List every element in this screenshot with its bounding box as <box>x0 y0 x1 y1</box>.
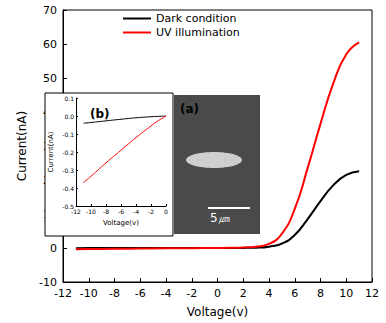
svg-text:0.1: 0.1 <box>64 95 74 102</box>
svg-text:-4: -4 <box>161 287 172 300</box>
svg-text:50: 50 <box>43 72 57 85</box>
svg-text:Current(nA): Current(nA) <box>47 131 55 172</box>
svg-text:0.0: 0.0 <box>64 113 74 120</box>
svg-text:60: 60 <box>43 38 57 51</box>
svg-text:10: 10 <box>339 287 353 300</box>
svg-text:-10: -10 <box>80 287 98 300</box>
svg-text:70: 70 <box>43 4 57 17</box>
svg-text:-6: -6 <box>135 287 146 300</box>
svg-text:0: 0 <box>164 208 168 215</box>
svg-text:-6: -6 <box>118 208 124 215</box>
svg-text:(b): (b) <box>90 107 110 121</box>
svg-text:(a): (a) <box>180 102 199 116</box>
svg-text:Current(nA): Current(nA) <box>15 111 29 181</box>
svg-text:-0.3: -0.3 <box>62 167 74 174</box>
svg-text:-12: -12 <box>54 287 72 300</box>
svg-text:-0.1: -0.1 <box>62 131 74 138</box>
svg-text:2: 2 <box>240 287 247 300</box>
svg-text:Voltage(v): Voltage(v) <box>103 219 139 227</box>
svg-text:-2: -2 <box>186 287 197 300</box>
svg-text:-10: -10 <box>39 275 57 289</box>
svg-text:-0.2: -0.2 <box>62 149 74 156</box>
svg-text:-10: -10 <box>86 208 96 215</box>
svg-text:-0.4: -0.4 <box>62 185 74 192</box>
svg-text:12: 12 <box>365 287 379 300</box>
svg-text:-8: -8 <box>103 208 109 215</box>
svg-text:4: 4 <box>266 287 273 300</box>
svg-text:0: 0 <box>214 287 221 300</box>
svg-text:Voltage(v): Voltage(v) <box>187 305 248 319</box>
svg-text:UV illumination: UV illumination <box>156 26 240 39</box>
svg-text:5㎛: 5㎛ <box>210 211 230 225</box>
svg-text:-4: -4 <box>133 208 139 215</box>
svg-text:-0.5: -0.5 <box>62 202 74 210</box>
svg-text:Dark condition: Dark condition <box>156 12 236 25</box>
svg-text:0: 0 <box>50 242 57 255</box>
svg-text:6: 6 <box>291 287 298 300</box>
svg-text:8: 8 <box>317 287 324 300</box>
svg-text:-12: -12 <box>71 208 81 215</box>
svg-text:-8: -8 <box>109 287 120 300</box>
svg-text:-2: -2 <box>148 208 154 215</box>
